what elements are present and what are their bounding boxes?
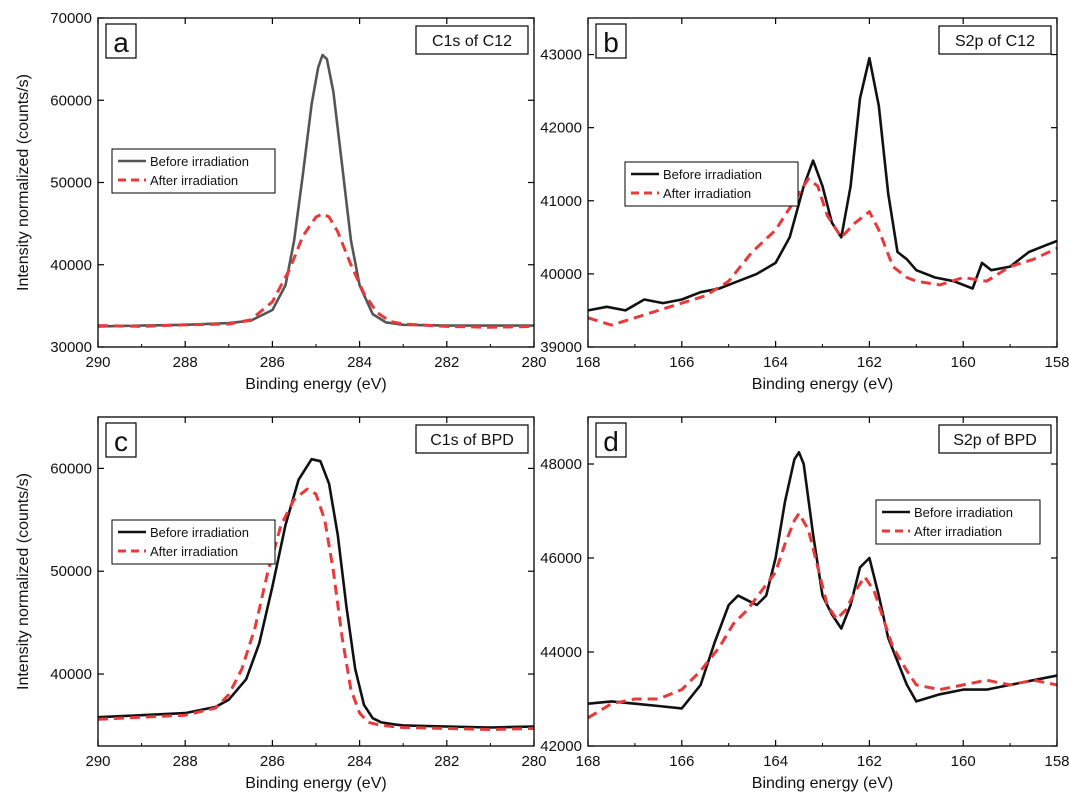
y-tick-label: 41000: [540, 193, 582, 210]
panel-title-box: [938, 424, 1052, 454]
series-line-after: [588, 511, 1057, 720]
panel-letter: b: [603, 27, 619, 58]
x-tick-label: 288: [173, 753, 198, 770]
series-line-after: [588, 177, 1057, 327]
legend-box: [624, 161, 799, 207]
x-tick-label: 280: [521, 753, 546, 770]
panel-a: 290 288 286 284 282 280 30000 40000 50000 60000 70…: [15, 10, 547, 393]
x-tick-label: 160: [951, 753, 976, 770]
x-tick-label: 168: [575, 354, 600, 371]
x-tick-label: 164: [763, 753, 788, 770]
y-tick-label: 40000: [50, 666, 92, 683]
x-tick-label: 158: [1044, 354, 1069, 371]
y-tick-label: 50000: [50, 175, 92, 192]
x-tick-label: 160: [951, 354, 976, 371]
panel-letter: c: [114, 426, 128, 457]
series-line-after: [98, 212, 534, 329]
x-tick-label: 282: [434, 354, 459, 371]
legend-entry: Before irradiation: [150, 525, 249, 540]
legend-box: [111, 519, 276, 565]
panel-title: S2p of BPD: [953, 432, 1037, 449]
legend: Before irradiation After irradiation: [624, 161, 799, 207]
legend-box: [875, 499, 1041, 545]
panel-letter: a: [113, 27, 129, 58]
panel-title-box: [938, 25, 1052, 55]
x-tick-label: 284: [347, 753, 372, 770]
legend-entry: After irradiation: [150, 173, 238, 188]
y-tick-label: 60000: [50, 460, 92, 477]
y-tick-label: 60000: [50, 92, 92, 109]
panel-d: 168 166 164 162 160 158 42000 44000 46000 48000 Bi…: [540, 416, 1069, 792]
y-tick-label: 40000: [540, 266, 582, 283]
x-tick-label: 162: [857, 753, 882, 770]
x-tick-label: 290: [85, 354, 110, 371]
legend: Before irradiation After irradiation: [875, 499, 1041, 545]
y-tick-label: 43000: [540, 47, 582, 64]
legend-entry: After irradiation: [150, 544, 238, 559]
panel-title: C1s of BPD: [430, 432, 514, 449]
legend-entry: Before irradiation: [914, 505, 1013, 520]
series-line-before: [98, 457, 534, 729]
x-axis-label: Binding energy (eV): [752, 376, 893, 393]
x-tick-label: 158: [1044, 753, 1069, 770]
x-tick-label: 286: [260, 753, 285, 770]
panel-title: S2p of C12: [955, 33, 1035, 50]
legend-entry: After irradiation: [914, 524, 1002, 539]
y-tick-label: 39000: [540, 339, 582, 356]
y-tick-label: 50000: [50, 563, 92, 580]
x-axis-label: Binding energy (eV): [245, 376, 386, 393]
legend-entry: Before irradiation: [663, 167, 762, 182]
panel-letter-box: [595, 23, 627, 59]
x-tick-label: 284: [347, 354, 372, 371]
panel-b: 168 166 164 162 160 158 39000 40000 41000 42000 43…: [540, 17, 1069, 393]
y-tick-label: 42000: [540, 120, 582, 137]
panel-title-box: [415, 25, 529, 55]
y-axis-label: Intensity normalized (counts/s): [15, 473, 32, 690]
y-tick-label: 42000: [540, 738, 582, 755]
panel-c: 290 288 286 284 282 280 40000 50000 60000 Binding…: [15, 416, 547, 792]
series-line-before: [588, 56, 1057, 312]
x-tick-label: 290: [85, 753, 110, 770]
panel-letter-box: [595, 422, 627, 458]
legend: Before irradiation After irradiation: [111, 519, 276, 565]
legend-box: [111, 148, 276, 194]
x-tick-label: 282: [434, 753, 459, 770]
panel-title: C1s of C12: [432, 33, 512, 50]
series-line-before: [588, 451, 1057, 710]
y-tick-label: 48000: [540, 456, 582, 473]
legend-entry: Before irradiation: [150, 154, 249, 169]
x-tick-label: 166: [669, 753, 694, 770]
y-tick-label: 70000: [50, 10, 92, 27]
y-axis-label: Intensity normalized (counts/s): [15, 74, 32, 291]
x-tick-label: 168: [575, 753, 600, 770]
panel-letter: d: [603, 426, 619, 457]
x-tick-label: 288: [173, 354, 198, 371]
legend: Before irradiation After irradiation: [111, 148, 276, 194]
panel-letter-box: [105, 422, 137, 458]
legend-entry: After irradiation: [663, 186, 751, 201]
x-tick-label: 280: [521, 354, 546, 371]
y-tick-label: 30000: [50, 339, 92, 356]
x-tick-label: 286: [260, 354, 285, 371]
x-axis-label: Binding energy (eV): [245, 775, 386, 792]
y-tick-label: 44000: [540, 644, 582, 661]
y-tick-label: 46000: [540, 550, 582, 567]
x-tick-label: 166: [669, 354, 694, 371]
plot-frame: [97, 416, 535, 747]
x-tick-label: 164: [763, 354, 788, 371]
y-tick-label: 40000: [50, 257, 92, 274]
x-axis-label: Binding energy (eV): [752, 775, 893, 792]
series-line-after: [98, 487, 534, 731]
x-tick-label: 162: [857, 354, 882, 371]
panel-letter-box: [105, 23, 137, 59]
panel-title-box: [415, 424, 529, 454]
